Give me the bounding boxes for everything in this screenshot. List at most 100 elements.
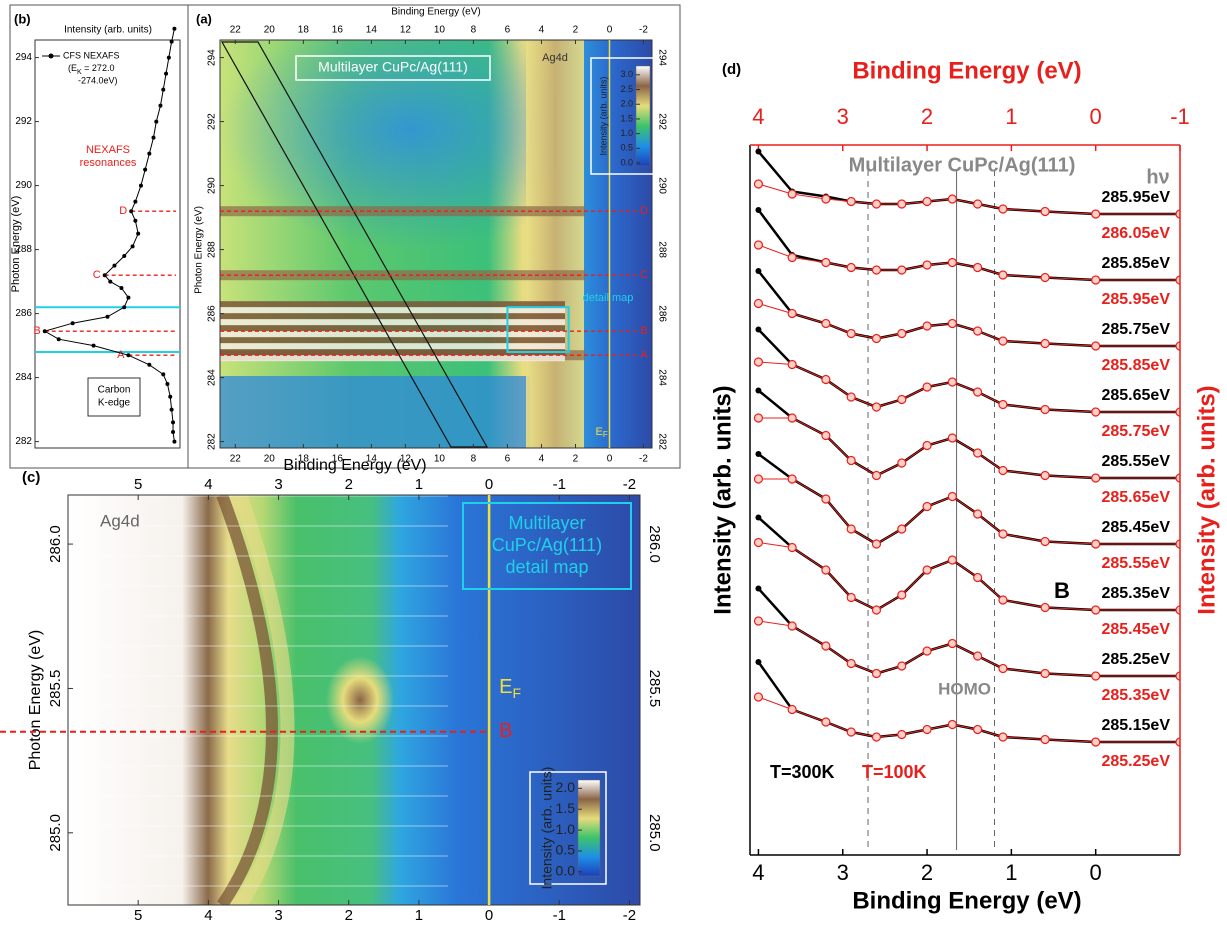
legend-entry: 285.35eV bbox=[1101, 687, 1170, 704]
panel-title: CuPc/Ag(111) bbox=[492, 535, 602, 555]
x-tick-label: -2 bbox=[623, 907, 636, 924]
y-tick-label: 290 bbox=[207, 177, 218, 194]
y-tick-label: 290 bbox=[15, 180, 32, 191]
fermi-label-main: E bbox=[499, 676, 512, 698]
plot-frame bbox=[219, 39, 653, 449]
spectrum-point bbox=[922, 260, 932, 270]
spectrum-point bbox=[1175, 473, 1180, 483]
spectrum-point bbox=[753, 537, 764, 548]
x-tick-label: -2 bbox=[623, 476, 636, 493]
spectrum-point bbox=[755, 268, 762, 274]
spectrum-point bbox=[947, 318, 957, 329]
y-tick-label: 282 bbox=[15, 436, 32, 447]
spectrum-point bbox=[998, 204, 1008, 214]
resonance-label: A bbox=[640, 349, 648, 361]
spectrum-point bbox=[947, 194, 957, 204]
spectrum-point bbox=[846, 392, 856, 402]
y-tick-label: 286 bbox=[15, 308, 32, 319]
spectrum-point bbox=[755, 148, 762, 155]
nexafs-point bbox=[165, 382, 170, 386]
heatmap-band bbox=[220, 355, 565, 362]
spectrum-point bbox=[871, 605, 882, 615]
heatmap bbox=[220, 40, 652, 448]
resonance-label: A bbox=[117, 349, 125, 361]
x-tick-label: 8 bbox=[471, 454, 477, 465]
y-tick-label: 292 bbox=[15, 116, 32, 127]
y-tick-label: 285.5 bbox=[47, 670, 64, 708]
heatmap-stripe bbox=[68, 795, 448, 797]
x2-tick-label: 4 bbox=[752, 104, 764, 129]
spectrum-point bbox=[947, 433, 957, 443]
spectrum-point bbox=[755, 514, 762, 521]
nexafs-point bbox=[147, 151, 152, 156]
colorbar-label: Intensity (arb. units) bbox=[598, 76, 608, 155]
x-tick-label: 3 bbox=[274, 907, 282, 924]
panel-label: (b) bbox=[14, 11, 31, 26]
nexafs-point bbox=[133, 218, 138, 223]
x-tick-label: 12 bbox=[400, 454, 412, 465]
x2-tick-label: -1 bbox=[1170, 104, 1190, 129]
annotation: hν bbox=[1146, 166, 1169, 188]
nexafs-point bbox=[158, 103, 163, 108]
spectrum-point bbox=[1175, 671, 1180, 681]
title-box bbox=[462, 502, 632, 590]
spectrum-point bbox=[787, 413, 797, 423]
annotation: HOMO bbox=[938, 679, 991, 698]
x-tick-label: 1 bbox=[1005, 860, 1017, 885]
heatmap-band bbox=[220, 331, 565, 338]
x-tick-label: 20 bbox=[264, 454, 276, 465]
x-tick-label: 12 bbox=[400, 25, 412, 36]
spectrum-point bbox=[821, 430, 831, 441]
x-tick-label: 5 bbox=[134, 476, 142, 493]
colorbar-label: Intensity (arb. units) bbox=[539, 767, 555, 890]
spectrum-point bbox=[753, 357, 764, 367]
colorbar-frame bbox=[529, 771, 607, 885]
y-tick-label: 288 bbox=[207, 241, 218, 258]
spectrum-point bbox=[1040, 470, 1050, 481]
y-tick-label: 285.0 bbox=[47, 814, 64, 852]
spectrum-point bbox=[973, 572, 983, 583]
spectrum-point bbox=[1040, 668, 1050, 679]
heatmap-band bbox=[220, 325, 565, 332]
y-tick-label: 288 bbox=[656, 241, 667, 258]
nexafs-point bbox=[136, 231, 141, 236]
nexafs-point bbox=[143, 167, 148, 172]
spectrum-point bbox=[897, 458, 907, 468]
x-tick-label: 0 bbox=[1090, 860, 1102, 885]
nexafs-point bbox=[161, 372, 166, 377]
spectrum-point bbox=[753, 616, 764, 626]
spectrum-point bbox=[821, 194, 831, 204]
panel-label: (d) bbox=[722, 61, 741, 78]
x-tick-label: 2 bbox=[573, 454, 579, 465]
spectrum-point bbox=[973, 509, 983, 519]
heatmap-band bbox=[526, 40, 584, 448]
heatmap-band bbox=[220, 337, 565, 344]
y-tick-label: 286.0 bbox=[47, 525, 64, 563]
spectrum-point bbox=[1091, 605, 1101, 615]
spectrum-point bbox=[1175, 275, 1180, 285]
spectrum-point bbox=[947, 257, 957, 268]
spectrum-point bbox=[871, 402, 882, 412]
legend-entry: 285.65eV bbox=[1101, 387, 1170, 404]
legend-entry: 285.25eV bbox=[1101, 753, 1170, 770]
colorbar-tick-label: 0.5 bbox=[620, 143, 633, 153]
heatmap-band bbox=[220, 301, 565, 308]
nexafs-point bbox=[119, 286, 124, 290]
annotation: K-edge bbox=[98, 398, 131, 409]
spectrum-point bbox=[998, 663, 1008, 674]
x2-axis-label: Binding Energy (eV) bbox=[852, 57, 1081, 84]
nexafs-point bbox=[70, 321, 75, 326]
nexafs-point bbox=[105, 314, 110, 319]
fermi-label: EF bbox=[499, 676, 521, 700]
nexafs-point bbox=[108, 279, 113, 284]
spectrum-point bbox=[821, 494, 831, 504]
spectrum-point bbox=[753, 413, 764, 423]
colorbar bbox=[577, 779, 601, 877]
heatmap-stripe bbox=[68, 735, 448, 737]
panel-title: Multilayer CuPc/Ag(111) bbox=[318, 59, 468, 75]
spectrum-point bbox=[1091, 275, 1101, 285]
heatmap-shade bbox=[220, 40, 600, 250]
panel-b: (b) Intensity (arb. units) Photon Energy (… bbox=[10, 11, 181, 449]
spectrum-point bbox=[897, 661, 907, 671]
